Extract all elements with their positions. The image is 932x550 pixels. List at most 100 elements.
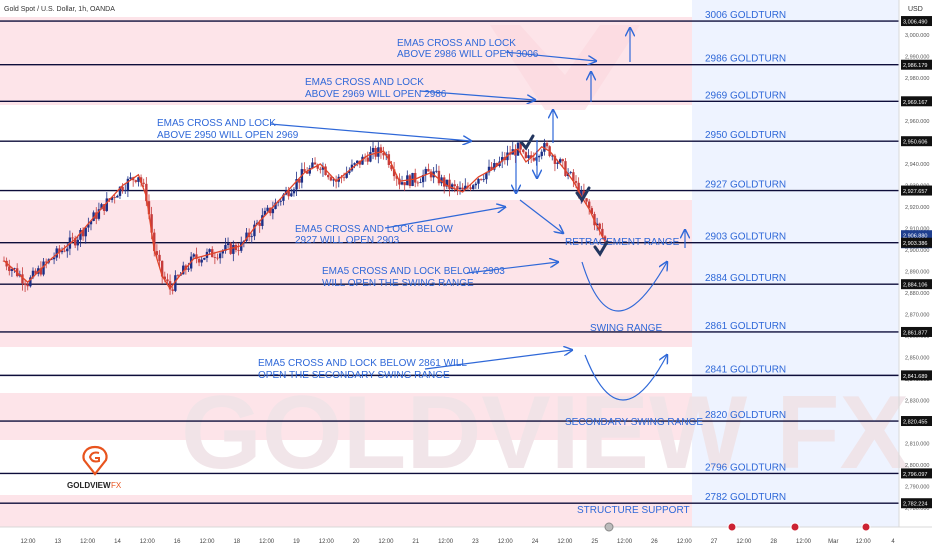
candle-body xyxy=(102,204,106,211)
candle-body xyxy=(145,183,148,202)
candle-body xyxy=(208,249,211,252)
candle-body xyxy=(601,228,604,237)
level-lines xyxy=(0,20,899,504)
candle-body xyxy=(558,159,562,163)
candle-body xyxy=(445,179,449,187)
candle-body xyxy=(55,248,58,258)
annotation-ema-secondary-line2: OPEN THE SECONDARY SWING RANGE xyxy=(258,370,450,381)
candle-body xyxy=(203,257,206,260)
price-tick-label: 2,870.000 xyxy=(905,313,929,319)
time-tick-label: 12:00 xyxy=(677,539,693,545)
candle-body xyxy=(522,149,525,153)
candle-body xyxy=(487,166,491,173)
candle-body xyxy=(155,251,159,255)
watermark-shape xyxy=(490,25,640,110)
annotation-ema-3006-line2: ABOVE 2986 WILL OPEN 3006 xyxy=(397,49,539,60)
candle-body xyxy=(437,170,441,184)
time-tick-label: 13 xyxy=(54,539,61,545)
time-tick-label: 28 xyxy=(770,539,777,545)
candle-body xyxy=(163,276,166,280)
annotation-ema-secondary: EMA5 CROSS AND LOCK BELOW 2861 WILL OPEN… xyxy=(258,358,467,381)
time-tick-label: 4 xyxy=(891,539,895,545)
candle-body xyxy=(490,166,493,170)
candle-body xyxy=(529,155,533,158)
time-tick-label: 14 xyxy=(114,539,121,545)
time-tick-label: 12:00 xyxy=(557,539,573,545)
flag-icon xyxy=(861,522,871,532)
candle-body xyxy=(63,250,66,252)
candle-body xyxy=(44,261,48,263)
check-icon-2 xyxy=(575,186,591,203)
price-marker-label: 2,820.455 xyxy=(903,420,927,426)
candle-body xyxy=(440,177,443,184)
candle-body xyxy=(598,223,601,229)
price-marker-label: 2,903.386 xyxy=(903,241,927,247)
candle-body xyxy=(564,161,567,177)
annotation-ema-2969: EMA5 CROSS AND LOCK ABOVE 2950 WILL OPEN… xyxy=(157,118,299,141)
candle-body xyxy=(118,186,122,196)
arrow-to-3006 xyxy=(504,51,596,61)
annotation-ema-3006-line1: EMA5 CROSS AND LOCK xyxy=(397,38,516,49)
swing-range-label: SWING RANGE xyxy=(590,323,663,334)
time-tick-label: 23 xyxy=(472,539,479,545)
arrow-to-2969 xyxy=(269,123,471,141)
candle-body xyxy=(292,189,296,194)
candle-body xyxy=(105,198,109,211)
annotation-ema-2903-line2: 2927 WILL OPEN 2903 xyxy=(295,235,400,246)
candle-body xyxy=(150,214,153,233)
candle-body xyxy=(97,209,101,219)
logo-pin-icon xyxy=(82,445,108,476)
candle-body xyxy=(192,254,195,257)
candle-body xyxy=(395,176,398,179)
candle-body xyxy=(73,238,77,246)
price-tick-label: 2,800.000 xyxy=(905,463,929,469)
time-tick-label: Mar xyxy=(828,539,838,545)
price-tick-label: 3,000.000 xyxy=(905,33,929,39)
level-label: 2861 GOLDTURN xyxy=(705,321,786,332)
candle-body xyxy=(89,221,93,225)
candle-body xyxy=(519,142,522,150)
candle-body xyxy=(266,207,269,211)
candle-body xyxy=(345,173,348,178)
price-marker-tag xyxy=(901,230,932,241)
candle-body xyxy=(448,179,451,189)
candle-body xyxy=(226,243,230,246)
annotation-ema-2969-line1: EMA5 CROSS AND LOCK xyxy=(157,118,276,129)
event-icon xyxy=(604,522,614,532)
time-tick-label: 12:00 xyxy=(378,539,394,545)
candle-body xyxy=(574,181,578,183)
time-tick-label: 21 xyxy=(412,539,419,545)
time-tick-label: 24 xyxy=(532,539,539,545)
candle-body xyxy=(356,160,359,164)
candle-body xyxy=(371,147,375,153)
candle-body xyxy=(305,171,309,174)
candle-body xyxy=(110,197,114,200)
candle-body xyxy=(79,229,82,240)
price-tick-label: 2,910.000 xyxy=(905,227,929,233)
candle-body xyxy=(29,277,32,287)
price-tick-label: 2,780.000 xyxy=(905,506,929,512)
candle-body xyxy=(543,143,546,152)
time-tick-label: 12:00 xyxy=(140,539,156,545)
candle-body xyxy=(126,178,130,191)
candle-body xyxy=(556,162,559,164)
candle-body xyxy=(71,237,74,239)
price-marker-label: 2,884.106 xyxy=(903,283,927,289)
price-marker-tag xyxy=(901,59,932,70)
candle-body xyxy=(332,179,335,181)
arrow-to-2903 xyxy=(384,207,505,229)
candle-body xyxy=(450,184,454,189)
time-tick-label: 12:00 xyxy=(80,539,96,545)
level-label: 2969 GOLDTURN xyxy=(705,90,786,101)
annotation-ema-2903-line1: EMA5 CROSS AND LOCK BELOW xyxy=(295,224,453,235)
candle-body xyxy=(453,184,456,187)
candle-body xyxy=(274,202,277,209)
candle-body xyxy=(8,266,11,271)
time-ticks: 12:00 13 12:00 14 12:00 16 12:00 18 12:00 19 12:00… xyxy=(20,539,895,545)
candle-body xyxy=(443,177,446,187)
candle-body xyxy=(258,222,261,226)
candle-body xyxy=(39,268,43,275)
price-marker-tag xyxy=(901,279,932,290)
logo-text-bold: GOLDVIEW xyxy=(67,481,111,490)
